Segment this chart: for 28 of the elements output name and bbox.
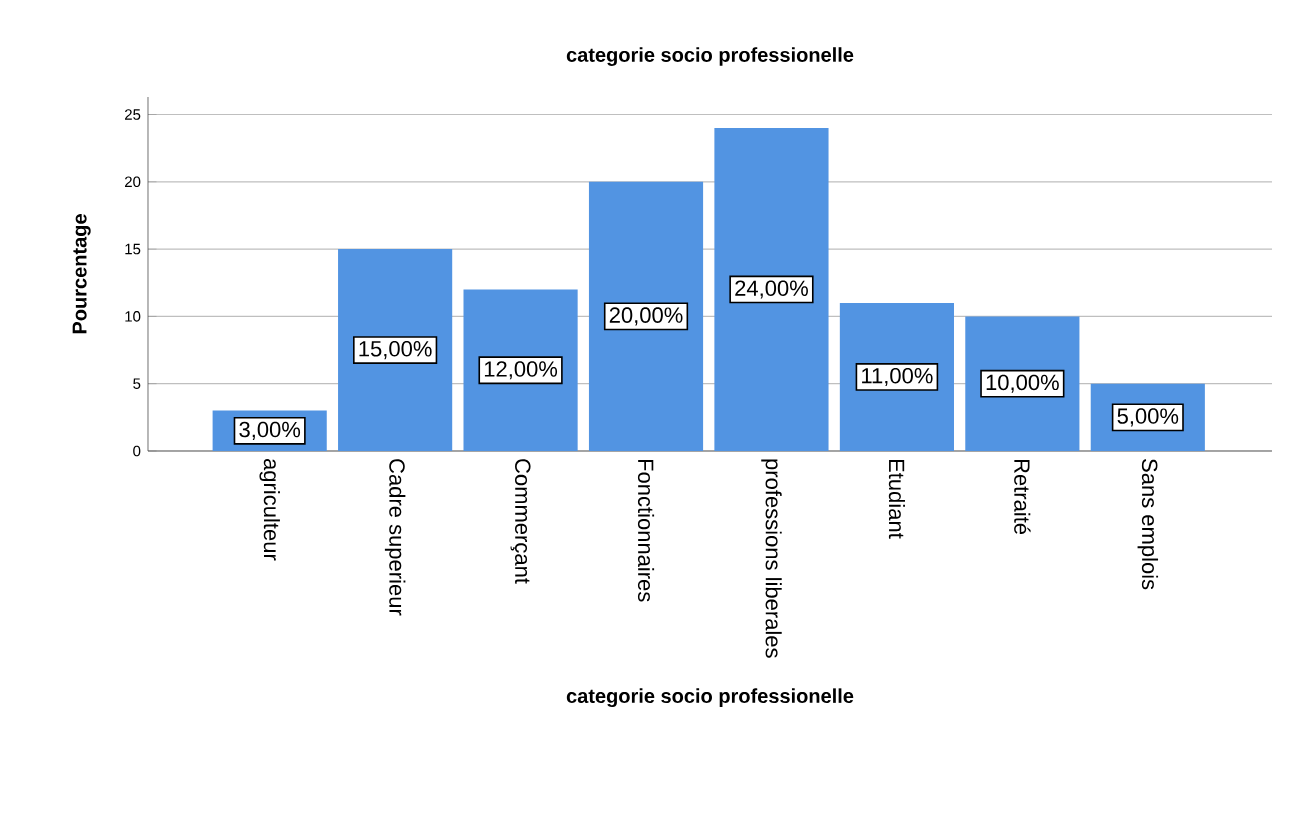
y-tick-label: 20 xyxy=(125,176,141,188)
y-tick-label: 10 xyxy=(125,311,141,322)
data-label: 11,00% xyxy=(862,367,933,387)
y-tick-label: 25 xyxy=(125,109,141,120)
x-tick-label: agriculteur xyxy=(259,459,280,561)
y-tick-label: 15 xyxy=(125,243,141,255)
x-tick-label: Sans emplois xyxy=(1137,459,1159,590)
data-label: 5,00% xyxy=(1117,408,1179,427)
y-tick-label: 5 xyxy=(133,378,141,389)
chart-title: categorie socio professionelle xyxy=(566,47,854,66)
x-tick-label: professions liberales xyxy=(761,459,782,658)
bar xyxy=(714,127,829,451)
x-axis-title: categorie socio professionelle xyxy=(566,688,854,708)
x-tick-label: Commerçant xyxy=(510,459,531,584)
x-tick-label: Etudiant xyxy=(888,459,905,539)
bar xyxy=(338,249,453,451)
x-tick-label: Fonctionnaires xyxy=(637,459,655,602)
data-label: 10,00% xyxy=(986,374,1059,393)
bar xyxy=(588,181,704,451)
data-label: 12,00% xyxy=(484,361,558,380)
data-label: 15,00% xyxy=(359,340,432,360)
x-tick-label: Retraité xyxy=(1014,459,1031,535)
x-tick-label: Cadre superieur xyxy=(384,459,406,616)
data-label: 3,00% xyxy=(239,421,301,440)
y-tick-label: 0 xyxy=(133,445,141,457)
data-label: 24,00% xyxy=(735,280,808,299)
data-label: 20,00% xyxy=(609,307,683,326)
y-axis-title: Pourcentage xyxy=(72,214,91,334)
